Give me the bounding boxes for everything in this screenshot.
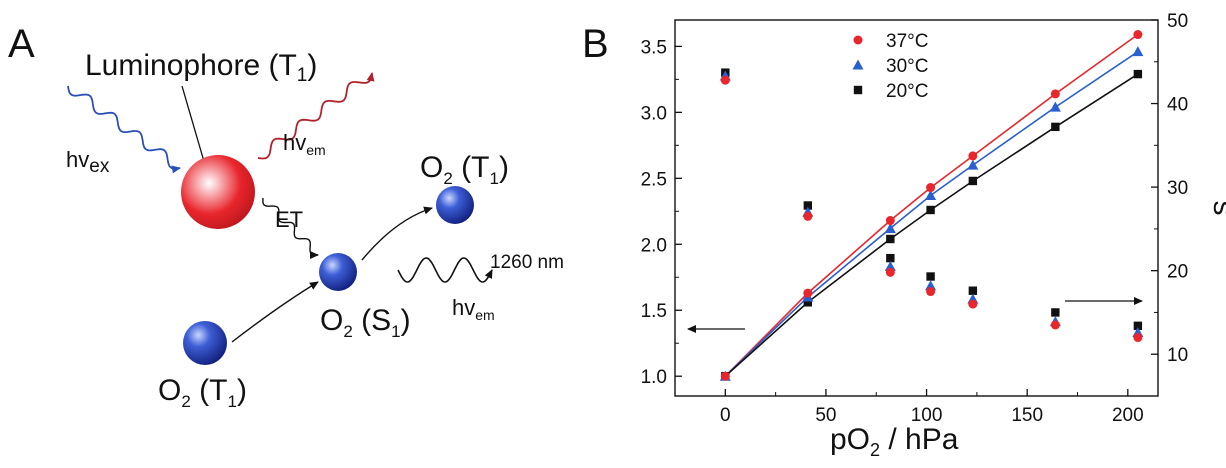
- x-tick-label: 100: [911, 405, 943, 426]
- data-point-left: [967, 159, 979, 170]
- data-point-left: [885, 216, 895, 226]
- data-point-left: [803, 288, 813, 298]
- y-axis-right-label: s: [1207, 201, 1226, 216]
- legend-label: 37°C: [886, 31, 928, 52]
- fit-line-20°C: [724, 73, 1139, 377]
- phosphorescence-wave: [397, 257, 493, 283]
- hv-em-top-label: hvem: [283, 130, 326, 158]
- o2-triplet-bottom-label: O2 (T1): [158, 374, 247, 411]
- x-tick-label: 0: [720, 405, 731, 426]
- y-right-tick-label: 30: [1167, 178, 1188, 199]
- fit-line-37°C: [724, 33, 1139, 377]
- data-point-right: [886, 253, 895, 263]
- data-point-right: [926, 287, 936, 297]
- y-left-tick-label: 1.0: [641, 367, 667, 388]
- o2-excitation-arrow: [231, 281, 319, 343]
- hv-em-bottom-label: hvem: [452, 295, 495, 323]
- y-right-tick-label: 20: [1167, 262, 1188, 283]
- data-point-left: [1133, 30, 1143, 40]
- legend-label: 20°C: [886, 81, 928, 102]
- o2-triplet-top-sphere: [436, 186, 474, 224]
- o2-singlet-sphere: [319, 253, 357, 291]
- data-point-right: [885, 267, 895, 277]
- data-point-left: [803, 298, 813, 307]
- legend: 37°C 30°C 20°C: [852, 31, 928, 102]
- data-point-right: [968, 286, 978, 295]
- y-right-tick-label: 50: [1167, 11, 1188, 32]
- fit-lines: [724, 33, 1139, 377]
- energy-transfer-wave: [262, 197, 319, 259]
- legend-marker: [852, 59, 864, 70]
- y-left-tick-label: 2.0: [641, 235, 667, 256]
- legend-marker: [853, 85, 863, 95]
- data-point-left: [968, 176, 978, 186]
- data-point-left: [925, 189, 937, 200]
- data-point-right: [720, 75, 730, 85]
- emission-wave-top: [257, 72, 375, 160]
- o2-triplet-bottom-sphere: [183, 321, 227, 365]
- x-axis: 0 50 100 150 200: [674, 389, 1144, 426]
- data-point-right: [1050, 320, 1060, 330]
- data-point-left: [1051, 122, 1060, 132]
- o2-triplet-top-label: O2 (T1): [420, 151, 509, 188]
- y-right-tick-label: 10: [1167, 345, 1188, 366]
- hv-ex-label: hvex: [66, 147, 110, 177]
- o2-singlet-label: O2 (S1): [320, 304, 411, 341]
- y-right-tick-label: 40: [1167, 95, 1188, 116]
- panel-a: A Luminophore (T1) hvex hvem ET O2 (S1) …: [8, 22, 564, 411]
- et-label: ET: [275, 207, 303, 232]
- data-point-right: [925, 280, 937, 291]
- y-left-tick-label: 2.5: [641, 169, 667, 190]
- data-point-left: [1132, 46, 1144, 57]
- data-point-left: [886, 234, 895, 244]
- panel-b: B 0 50 100 150 200 1.0 1.5 2.0 2.5 3.0 3.5 10 20 30…: [582, 11, 1226, 460]
- data-point-right: [884, 260, 896, 271]
- y-axis-right: 10 20 30 40 50: [1151, 11, 1188, 366]
- x-axis-label: pO2 / hPa: [830, 423, 959, 460]
- wavelength-label: 1260 nm: [490, 252, 564, 273]
- data-point-left: [968, 151, 978, 161]
- x-tick-label: 50: [815, 405, 836, 426]
- data-point-right: [926, 272, 935, 281]
- data-point-left: [1049, 101, 1061, 112]
- x-tick-label: 150: [1011, 405, 1043, 426]
- y-left-tick-label: 3.0: [641, 103, 667, 124]
- luminophore-sphere: [181, 155, 255, 229]
- panel-a-letter: A: [8, 22, 35, 66]
- legend-label: 30°C: [886, 56, 928, 77]
- data-point-right: [1051, 308, 1060, 317]
- legend-marker: [853, 35, 863, 45]
- excitation-wave: [67, 85, 181, 174]
- o2-relaxation-arrow: [361, 206, 433, 261]
- data-point-left: [926, 205, 935, 215]
- y-left-tick-label: 1.5: [641, 301, 667, 322]
- data-point-left: [720, 371, 730, 381]
- data-point-right: [803, 201, 813, 210]
- y-axis-left: 1.0 1.5 2.0 2.5 3.0 3.5: [641, 37, 682, 388]
- data-point-right: [1133, 321, 1143, 331]
- data-point-right: [803, 211, 813, 221]
- x-tick-label: 200: [1112, 405, 1144, 426]
- data-point-left: [926, 183, 936, 193]
- data-point-left: [884, 222, 896, 233]
- data-point-right: [1133, 333, 1143, 343]
- luminophore-label: Luminophore (T1): [85, 49, 317, 86]
- data-point-left: [1050, 89, 1060, 99]
- data-point-left: [1133, 69, 1143, 79]
- plot-frame: [674, 19, 1159, 397]
- panel-b-letter: B: [582, 22, 609, 66]
- y-left-tick-label: 3.5: [641, 37, 667, 58]
- data-markers: [719, 30, 1144, 381]
- data-point-right: [968, 299, 978, 309]
